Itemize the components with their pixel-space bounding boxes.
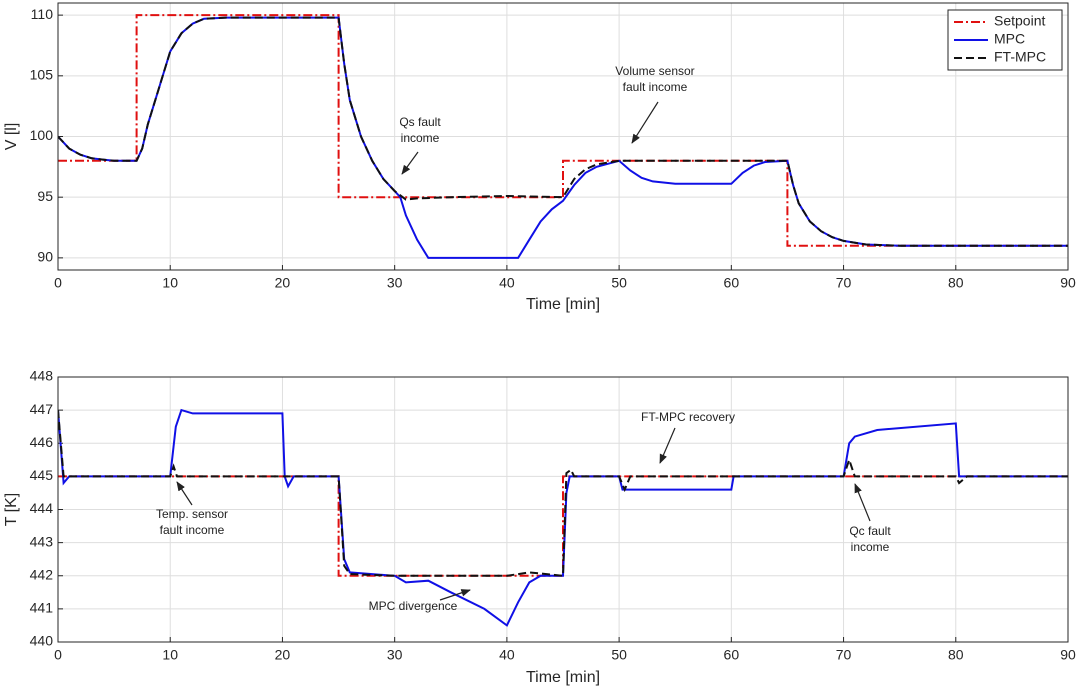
- annotation: Qs fault: [399, 115, 441, 129]
- y-axis-label: T [K]: [3, 493, 20, 527]
- x-tick-label: 20: [275, 647, 291, 663]
- x-axis-label: Time [min]: [526, 296, 600, 313]
- series-line: [58, 410, 1068, 577]
- x-tick-label: 60: [724, 275, 740, 291]
- annotation: fault income: [160, 523, 225, 537]
- axes-box: [57, 2, 1069, 271]
- legend-label: MPC: [994, 31, 1025, 47]
- x-tick-label: 80: [948, 647, 964, 663]
- x-tick-label: 10: [162, 275, 178, 291]
- y-tick-label: 441: [30, 600, 54, 616]
- annotation: income: [851, 540, 890, 554]
- annotation: Temp. sensor: [156, 507, 228, 521]
- x-tick-label: 70: [836, 275, 852, 291]
- y-axis-label: V [l]: [3, 123, 20, 151]
- annotation-arrow: [439, 589, 471, 601]
- x-tick-label: 50: [611, 647, 627, 663]
- y-tick-label: 445: [30, 467, 54, 483]
- annotation: Qc fault: [849, 524, 891, 538]
- y-tick-label: 448: [30, 368, 54, 384]
- series-line: [58, 16, 1068, 247]
- x-tick-label: 90: [1060, 647, 1076, 663]
- y-tick-label: 446: [30, 434, 54, 450]
- annotation-arrow: [631, 101, 659, 144]
- x-tick-label: 70: [836, 647, 852, 663]
- x-tick-label: 0: [54, 647, 62, 663]
- x-tick-label: 60: [724, 647, 740, 663]
- y-tick-label: 100: [30, 127, 54, 143]
- y-tick-label: 443: [30, 533, 54, 549]
- x-tick-label: 20: [275, 275, 291, 291]
- x-axis-label: Time [min]: [526, 669, 600, 686]
- y-tick-label: 447: [30, 401, 54, 417]
- legend-label: FT-MPC: [994, 49, 1046, 65]
- annotation-arrow: [401, 151, 419, 175]
- annotation-arrow: [854, 483, 871, 522]
- x-tick-label: 30: [387, 647, 403, 663]
- series-line: [58, 475, 1068, 577]
- annotation: income: [401, 131, 440, 145]
- axes-box: [57, 376, 1069, 643]
- annotation-arrow: [659, 427, 676, 464]
- x-tick-label: 30: [387, 275, 403, 291]
- legend: Setpoint MPC FT-MPC: [947, 9, 1063, 71]
- x-tick-label: 80: [948, 275, 964, 291]
- x-tick-label: 50: [611, 275, 627, 291]
- legend-label: Setpoint: [994, 13, 1045, 29]
- y-tick-label: 440: [30, 633, 54, 649]
- x-tick-label: 90: [1060, 275, 1076, 291]
- y-tick-label: 110: [31, 6, 54, 22]
- y-tick-label: 442: [30, 566, 54, 582]
- annotation: MPC divergence: [369, 599, 458, 613]
- y-tick-label: 95: [37, 188, 53, 204]
- y-tick-label: 90: [37, 249, 53, 265]
- x-tick-label: 10: [162, 647, 178, 663]
- x-tick-label: 40: [499, 275, 515, 291]
- y-tick-label: 444: [30, 500, 54, 516]
- annotation-arrow: [176, 481, 193, 506]
- y-tick-label: 105: [30, 67, 54, 83]
- annotation: FT-MPC recovery: [641, 410, 735, 424]
- x-tick-label: 0: [54, 275, 62, 291]
- x-tick-label: 40: [499, 647, 515, 663]
- annotation: fault income: [623, 80, 688, 94]
- annotation: Volume sensor: [615, 64, 694, 78]
